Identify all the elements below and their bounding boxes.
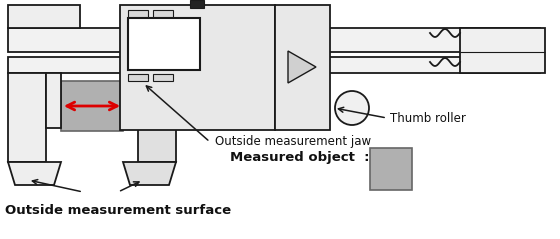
Bar: [128, 18, 200, 70]
Text: Outside measurement surface: Outside measurement surface: [5, 203, 231, 217]
Bar: [275, 5, 330, 130]
Circle shape: [335, 91, 369, 125]
Bar: [370, 148, 412, 190]
Bar: [153, 10, 173, 17]
Bar: [61, 81, 123, 131]
Bar: [8, 5, 80, 28]
Polygon shape: [8, 162, 61, 185]
Text: Thumb roller: Thumb roller: [390, 112, 466, 125]
Bar: [8, 57, 540, 73]
Bar: [138, 73, 176, 162]
Bar: [120, 5, 275, 130]
Polygon shape: [288, 51, 316, 83]
Bar: [153, 74, 173, 81]
Bar: [8, 28, 540, 52]
Text: Outside measurement jaw: Outside measurement jaw: [215, 136, 371, 148]
Bar: [46, 73, 61, 128]
Bar: [128, 10, 148, 17]
Bar: [460, 28, 545, 73]
Bar: [128, 74, 148, 81]
Bar: [190, 0, 204, 8]
Polygon shape: [123, 162, 176, 185]
Text: Measured object  :: Measured object :: [230, 151, 370, 163]
Bar: [8, 73, 46, 162]
Bar: [123, 73, 138, 128]
